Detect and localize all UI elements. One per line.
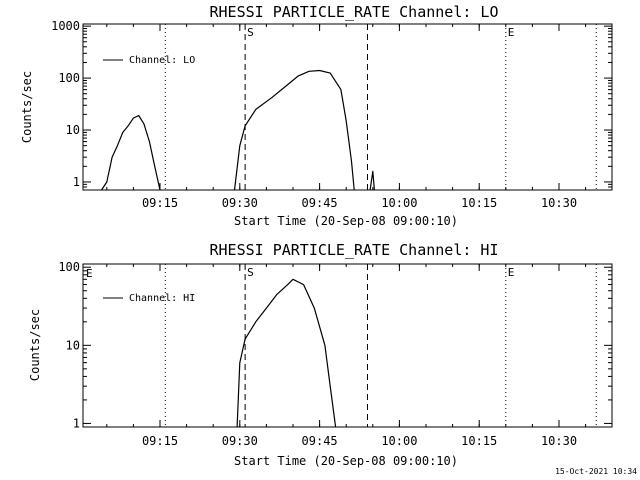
x-tick-label: 10:00 [381,434,417,448]
event-marker-label: S [247,266,254,279]
y-tick-label: 10 [66,338,80,352]
x-tick-label: 09:15 [142,434,178,448]
series-line [369,170,375,191]
x-tick-label: 09:45 [302,434,338,448]
corner-mark: E [86,267,93,280]
data-series [100,69,375,191]
axis-ticks: 09:15 09:30 09:45 10:00 10:15 10:30 1 10 100 [58,260,612,448]
series-line [236,278,337,428]
y-tick-label: 1 [73,416,80,430]
x-tick-label: 10:00 [381,196,417,210]
panel-lo: RHESSI PARTICLE_RATE Channel: LO Counts/… [20,3,613,228]
chart-title: RHESSI PARTICLE_RATE Channel: LO [210,3,499,21]
y-tick-label: 1000 [51,19,80,33]
x-axis-label: Start Time (20-Sep-08 09:00:10) [234,454,458,468]
x-tick-label: 10:15 [461,434,497,448]
legend: Channel: LO [103,55,195,66]
legend-label: Channel: LO [129,55,195,66]
x-tick-label: 10:30 [541,196,577,210]
x-tick-label: 09:30 [222,434,258,448]
axis-ticks: 09:15 09:30 09:45 10:00 10:15 10:30 1 10 100 1000 [51,19,612,210]
series-line [100,114,161,191]
x-tick-label: 09:30 [222,196,258,210]
y-tick-label: 10 [66,123,80,137]
y-axis-label: Counts/sec [28,309,42,381]
chart-title: RHESSI PARTICLE_RATE Channel: HI [210,241,499,259]
series-line [233,69,355,191]
y-tick-label: 100 [58,260,80,274]
x-axis-label: Start Time (20-Sep-08 09:00:10) [234,214,458,228]
event-marker-label: S [247,26,254,39]
x-tick-label: 10:30 [541,434,577,448]
panel-hi: RHESSI PARTICLE_RATE Channel: HI Counts/… [28,241,613,468]
y-axis-label: Counts/sec [20,71,34,143]
x-tick-label: 09:15 [142,196,178,210]
plot-frame [82,23,613,191]
data-series [236,278,337,428]
plot-frame [82,263,613,428]
x-tick-label: 10:15 [461,196,497,210]
legend-label: Channel: HI [129,293,195,304]
x-tick-label: 09:45 [302,196,338,210]
event-marker-label: E [508,26,515,39]
y-tick-label: 100 [58,71,80,85]
event-marker-label: E [508,266,515,279]
footer-timestamp: 15-Oct-2021 10:34 [555,467,637,476]
legend: Channel: HI [103,293,195,304]
y-tick-label: 1 [73,175,80,189]
